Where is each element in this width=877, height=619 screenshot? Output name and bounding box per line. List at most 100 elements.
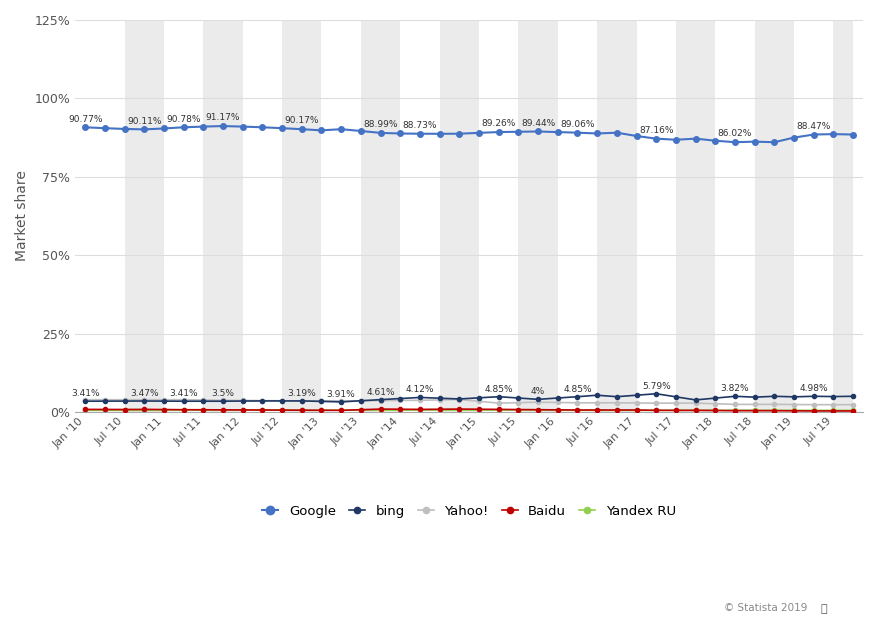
Text: 88.73%: 88.73% [403,121,437,130]
Baidu [217,406,228,413]
Text: 90.17%: 90.17% [284,116,318,126]
Baidu [552,406,562,413]
Yahoo! [749,400,759,408]
bing [650,390,660,397]
Yahoo! [512,399,523,406]
Baidu [395,405,405,413]
Yandex RU [631,407,641,414]
Baidu [80,405,90,413]
Text: 89.44%: 89.44% [520,119,554,128]
Text: 90.78%: 90.78% [166,115,201,124]
bing [355,397,366,404]
bing [316,397,326,405]
Yandex RU [374,407,385,414]
bing [689,396,700,404]
Baidu [257,406,267,413]
Yandex RU [532,407,543,414]
bing [591,391,602,399]
bing [99,397,110,405]
Text: 3.91%: 3.91% [326,390,355,399]
bing [808,392,818,400]
Baidu [847,407,858,415]
Yahoo! [99,396,110,404]
Baidu [532,406,543,413]
Baidu [276,406,287,413]
Bar [360,20,400,412]
Google [159,125,169,132]
bing [139,397,149,405]
Yandex RU [178,407,189,414]
Yandex RU [709,407,720,414]
Yandex RU [729,407,739,414]
Yandex RU [414,406,424,413]
Google [434,130,445,137]
Google [709,137,720,144]
Google [591,130,602,137]
Yahoo! [316,397,326,404]
Yandex RU [217,407,228,414]
Baidu [355,406,366,413]
Google [532,128,543,135]
Google [493,128,503,136]
Yandex RU [296,407,307,414]
Yandex RU [198,407,209,414]
Baidu [296,407,307,414]
Google [670,136,681,144]
Yandex RU [808,407,818,414]
Baidu [749,407,759,414]
Yahoo! [709,400,720,407]
bing [119,397,130,405]
bing [512,394,523,402]
Google [847,131,858,138]
Yahoo! [276,397,287,404]
bing [532,396,543,403]
Yahoo! [591,399,602,407]
Y-axis label: Market share: Market share [15,170,29,261]
Google [139,126,149,133]
Baidu [709,407,720,414]
Google [296,126,307,133]
bing [237,397,247,405]
bing [217,397,228,405]
Yandex RU [493,406,503,413]
bing [276,397,287,405]
Baidu [808,407,818,415]
Bar [282,20,321,412]
Google [414,130,424,137]
Yandex RU [689,407,700,414]
Text: 87.16%: 87.16% [638,126,673,135]
bing [552,394,562,402]
Text: 90.11%: 90.11% [127,116,161,126]
Yahoo! [374,397,385,404]
Text: 3.19%: 3.19% [287,389,316,398]
Baidu [670,407,681,414]
Bar [675,20,715,412]
Yahoo! [336,397,346,405]
Yahoo! [139,396,149,404]
Yandex RU [99,407,110,414]
Google [237,123,247,131]
Yandex RU [512,407,523,414]
bing [611,393,622,400]
Text: 4.12%: 4.12% [405,385,433,394]
Google [512,128,523,136]
Google [316,127,326,134]
bing [198,397,209,405]
Yahoo! [631,399,641,407]
Legend: Google, bing, Yahoo!, Baidu, Yandex RU: Google, bing, Yahoo!, Baidu, Yandex RU [257,500,681,523]
Baidu [827,407,838,415]
Yahoo! [217,397,228,404]
Google [768,139,779,146]
Yahoo! [670,399,681,407]
Yahoo! [847,401,858,409]
Google [80,124,90,131]
Google [474,129,484,137]
Baidu [99,405,110,413]
bing [159,397,169,405]
Baidu [493,405,503,413]
bing [395,395,405,402]
Yandex RU [611,407,622,414]
Google [395,130,405,137]
Yahoo! [493,399,503,407]
Yahoo! [119,396,130,404]
